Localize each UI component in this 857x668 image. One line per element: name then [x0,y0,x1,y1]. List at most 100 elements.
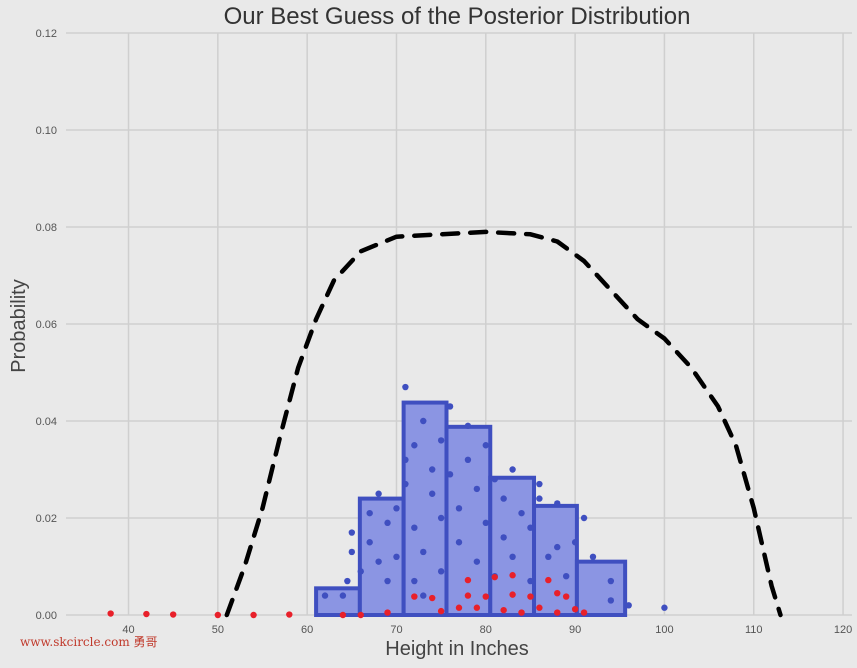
red-point [429,594,436,602]
blue-point [420,548,427,556]
y-tick-label: 0.08 [36,222,57,234]
blue-point [580,514,588,522]
blue-point [527,577,534,585]
y-tick-label: 0.10 [36,125,57,137]
blue-point [402,383,409,391]
red-point [554,609,561,616]
blue-point [536,480,543,488]
chart-title: Our Best Guess of the Posterior Distribu… [224,3,691,30]
red-point [580,609,588,616]
blue-point [411,442,418,449]
blue-point [473,558,481,565]
dashed-curve-line [224,229,783,618]
blue-point [554,543,561,551]
x-tick-label: 60 [301,624,313,636]
blue-point [393,505,400,512]
blue-point [411,524,418,531]
red-point [107,610,114,617]
blue-point [536,495,543,502]
red-point [464,576,472,584]
blue-point [661,604,668,611]
y-tick-label: 0.12 [36,28,57,40]
x-tick-label: 40 [122,624,134,636]
blue-point [375,558,382,565]
red-point [357,611,364,619]
blue-point [402,480,409,488]
blue-point [375,490,382,497]
x-tick-label: 100 [655,624,673,636]
blue-point [446,403,454,410]
blue-sample-points [321,383,668,611]
blue-point [437,437,445,444]
histogram-bar [314,586,362,618]
blue-point [393,553,400,560]
blue-point [348,529,356,536]
x-tick-label: 50 [212,624,224,636]
blue-point [366,509,373,517]
histogram-bar [532,503,579,617]
red-sample-points [107,572,588,619]
y-tick-label: 0.00 [36,610,57,622]
histogram-bar [357,496,406,618]
red-point [571,605,579,613]
blue-point [482,442,489,449]
red-point [527,593,534,600]
red-point [214,611,222,619]
blue-point [455,539,463,546]
blue-point [473,485,481,493]
blue-point [589,553,597,560]
blue-point [437,568,445,575]
blue-point [571,539,579,546]
blue-point [429,490,436,497]
red-point [545,576,552,584]
red-point [411,593,418,600]
x-tick-label: 120 [834,624,852,636]
blue-point [607,597,615,604]
blue-point [344,577,351,585]
red-point [562,593,570,600]
red-point [500,606,507,614]
x-axis-title: Height in Inches [385,638,528,660]
red-point [455,604,463,611]
dashed-posterior-curve [224,229,783,618]
histogram-bars [314,400,628,618]
blue-point [366,539,373,546]
blue-point [509,553,516,560]
red-point [473,604,481,611]
red-point [491,573,498,581]
red-point [509,572,516,579]
x-tick-label: 70 [390,624,402,636]
blue-point [607,577,615,585]
blue-point [500,495,507,502]
red-point [509,591,516,598]
blue-point [491,476,498,483]
x-tick-label: 90 [569,624,581,636]
blue-point [429,466,436,473]
blue-point [402,456,409,463]
red-point [437,607,445,615]
blue-point [384,519,391,527]
blue-point [482,519,489,527]
histogram-bar [574,559,628,618]
red-point [554,589,561,597]
red-point [482,593,489,600]
y-tick-label: 0.04 [36,416,57,428]
red-point [536,604,543,611]
blue-point [562,573,570,580]
blue-point [339,592,347,599]
x-tick-label: 80 [480,624,492,636]
x-tick-label: 110 [745,624,763,636]
y-axis-title: Probability [8,279,30,372]
red-point [384,609,391,616]
red-point [339,611,347,619]
watermark: www.skcircle.com 勇哥 [20,635,158,649]
histogram-bar [401,400,449,617]
blue-point [455,505,463,512]
red-point [250,611,257,619]
blue-point [464,422,472,430]
blue-point [464,456,472,463]
blue-point [384,577,391,585]
blue-point [545,553,552,560]
red-point [518,609,525,616]
